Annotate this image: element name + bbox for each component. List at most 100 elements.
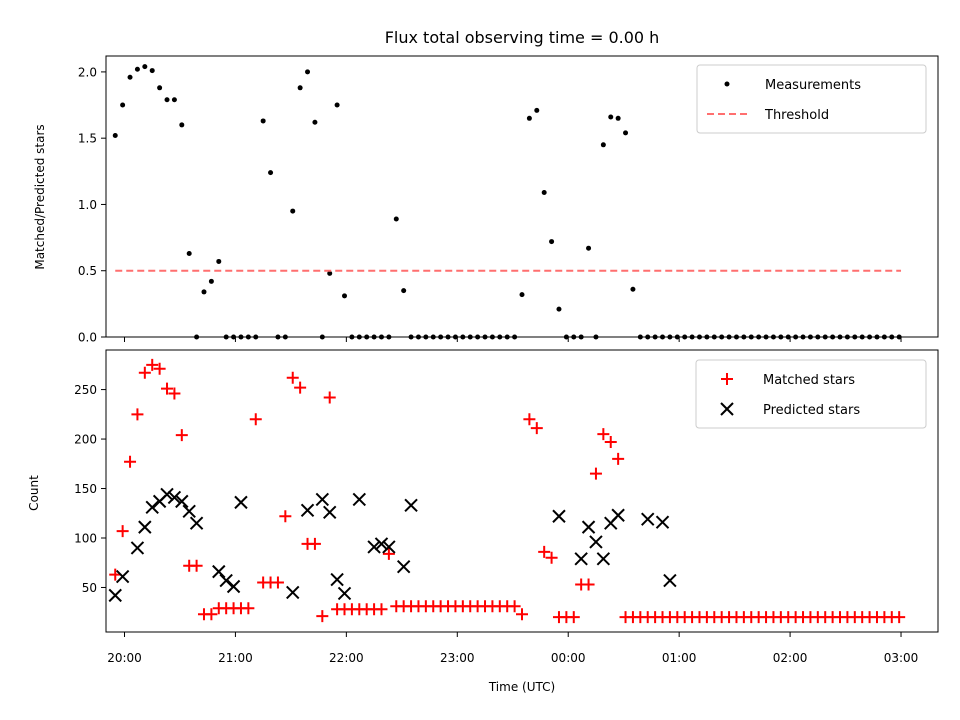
top-y-tick-label: 0.0 bbox=[78, 331, 97, 345]
x-tick-label: 23:00 bbox=[440, 651, 475, 665]
measurement-point bbox=[305, 69, 311, 75]
bottom-ticks: 50 100 150 200 250 20:00 21:00 22:00 23:00 00:00 0… bbox=[74, 383, 918, 665]
top-ticks: 0.0 0.5 1.0 1.5 2.0 bbox=[78, 65, 902, 345]
measurement-point bbox=[401, 288, 407, 294]
measurement-point bbox=[297, 85, 303, 91]
matched-star-point bbox=[612, 452, 625, 465]
x-tick-label: 03:00 bbox=[884, 651, 919, 665]
measurement-point bbox=[608, 114, 614, 120]
top-y-tick-label: 1.5 bbox=[78, 132, 97, 146]
x-tick-label: 22:00 bbox=[329, 651, 364, 665]
predicted-star-point bbox=[226, 579, 241, 594]
predicted-star-point bbox=[323, 505, 337, 519]
measurement-point bbox=[334, 102, 340, 108]
measurement-point bbox=[290, 208, 296, 214]
predicted-star-point bbox=[167, 490, 182, 505]
predicted-star-point bbox=[352, 492, 367, 507]
measurement-point bbox=[179, 122, 185, 128]
matched-star-point bbox=[131, 408, 144, 421]
measurement-point bbox=[112, 133, 118, 139]
matched-star-point bbox=[516, 608, 528, 621]
x-tick-label: 02:00 bbox=[773, 651, 808, 665]
top-y-tick-label: 1.0 bbox=[78, 198, 97, 212]
predicted-star-point bbox=[300, 503, 315, 518]
measurement-point bbox=[615, 115, 621, 121]
predicted-star-point bbox=[145, 500, 159, 515]
measurement-point bbox=[630, 286, 636, 292]
matched-star-point bbox=[161, 382, 174, 395]
measurement-point bbox=[142, 64, 148, 70]
matched-star-point bbox=[168, 387, 181, 400]
predicted-star-point bbox=[189, 516, 204, 530]
measurement-point bbox=[541, 190, 547, 196]
predicted-star-point bbox=[138, 520, 152, 534]
predicted-star-point bbox=[596, 552, 611, 566]
measurement-point bbox=[526, 115, 532, 121]
top-axes-frame bbox=[105, 55, 939, 338]
top-y-tick-label: 0.5 bbox=[78, 264, 97, 278]
measurement-point bbox=[268, 170, 274, 176]
matched-star-point bbox=[242, 602, 255, 615]
matched-star-point bbox=[308, 537, 321, 550]
bottom-y-tick-label: 150 bbox=[74, 482, 97, 496]
matched-star-point bbox=[589, 467, 602, 480]
predicted-star-point bbox=[219, 573, 233, 588]
measurement-point bbox=[312, 119, 318, 125]
predicted-star-point bbox=[574, 552, 588, 566]
matched-star-point bbox=[567, 611, 580, 624]
matched-star-point bbox=[190, 559, 203, 572]
legend-plus-marker bbox=[721, 373, 733, 385]
predicted-star-point bbox=[396, 559, 411, 574]
predicted-star-point bbox=[589, 535, 603, 549]
x-axis-label: Time (UTC) bbox=[488, 680, 555, 694]
bottom-y-tick-label: 200 bbox=[74, 433, 97, 447]
bottom-axes-frame bbox=[105, 349, 939, 633]
predicted-star-point bbox=[367, 540, 381, 554]
x-tick-label: 20:00 bbox=[107, 651, 142, 665]
matched-star-point bbox=[286, 371, 299, 384]
measurement-point bbox=[216, 258, 222, 264]
matched-star-point bbox=[146, 358, 159, 371]
measurement-point bbox=[519, 292, 525, 298]
predicted-star-point bbox=[655, 515, 670, 529]
predicted-star-point bbox=[234, 495, 248, 510]
matched-star-point bbox=[109, 568, 122, 581]
predicted-star-point bbox=[286, 585, 300, 600]
x-tick-label: 00:00 bbox=[551, 651, 586, 665]
measurement-point bbox=[171, 97, 177, 103]
measurement-point bbox=[186, 250, 192, 256]
matched-star-point bbox=[294, 381, 307, 394]
matched-star-point bbox=[375, 603, 388, 616]
predicted-star-point bbox=[611, 508, 625, 522]
bottom-panel: 50 100 150 200 250 20:00 21:00 22:00 23:00 00:00 0… bbox=[27, 349, 939, 694]
predicted-star-point bbox=[108, 588, 122, 603]
predicted-star-point bbox=[130, 541, 145, 555]
matched-star-point bbox=[530, 422, 543, 435]
measurement-point bbox=[556, 306, 562, 312]
matched-star-point bbox=[205, 608, 218, 621]
matched-star-point bbox=[508, 600, 521, 613]
matched-star-point bbox=[523, 413, 536, 426]
predicted-star-point bbox=[552, 509, 566, 523]
matched-star-point bbox=[116, 525, 129, 538]
matched-star-point bbox=[138, 366, 151, 379]
matched-star-point bbox=[153, 362, 166, 375]
x-tick-label: 01:00 bbox=[662, 651, 697, 665]
bottom-y-tick-label: 50 bbox=[82, 581, 97, 595]
top-legend: Measurements Threshold bbox=[696, 64, 927, 134]
measurement-point bbox=[327, 270, 333, 276]
matched-star-point bbox=[582, 578, 595, 591]
legend-label-predicted: Predicted stars bbox=[763, 403, 860, 418]
matched-star-point bbox=[604, 436, 617, 449]
measurement-point bbox=[149, 68, 155, 74]
legend-label-measurements: Measurements bbox=[765, 78, 861, 93]
measurement-point bbox=[623, 130, 629, 136]
measurement-point bbox=[134, 66, 140, 72]
predicted-star-point bbox=[382, 540, 396, 554]
legend-label-matched: Matched stars bbox=[763, 373, 855, 388]
measurement-point bbox=[127, 74, 133, 80]
predicted-star-point bbox=[374, 537, 389, 551]
bottom-y-tick-label: 100 bbox=[74, 532, 97, 546]
measurement-point bbox=[208, 278, 214, 284]
